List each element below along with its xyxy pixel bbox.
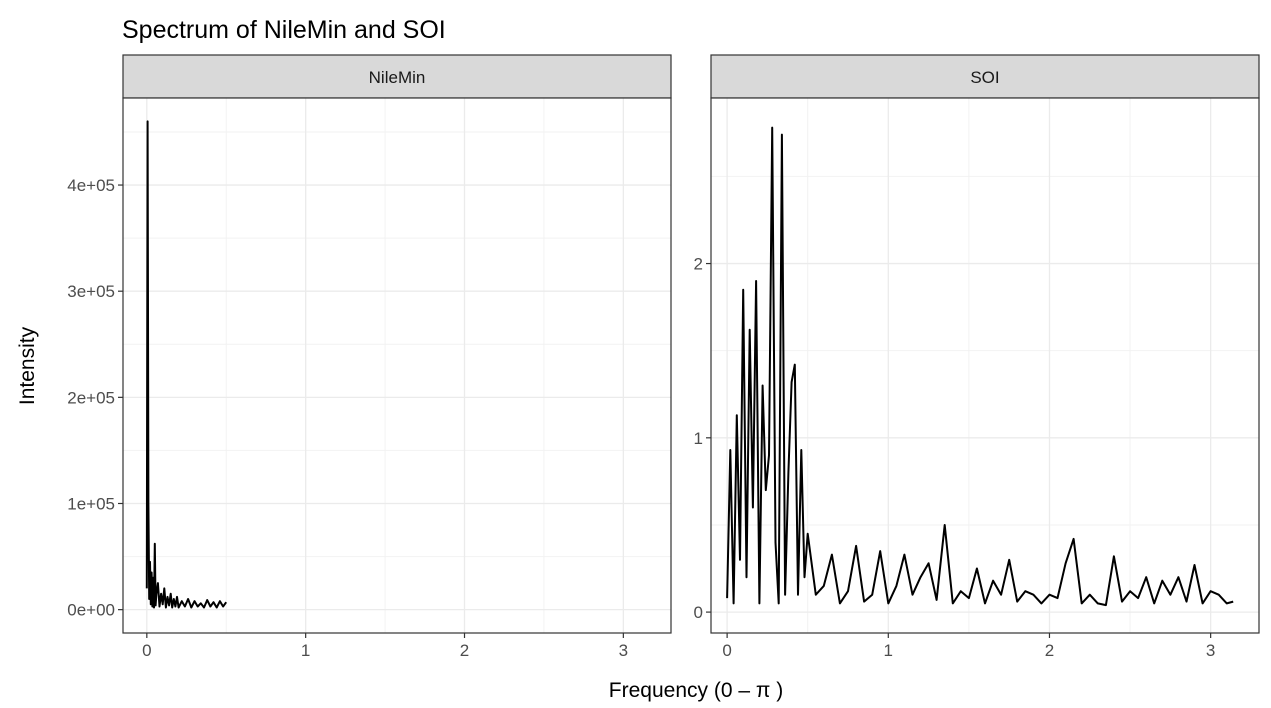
panel-border — [122, 97, 672, 634]
y-tick-label: 1e+05 — [67, 494, 115, 513]
x-tick-label: 0 — [722, 641, 731, 660]
x-tick-label: 1 — [884, 641, 893, 660]
panel-soi: SOI 0 1 2 3 0 1 2 — [694, 54, 1260, 660]
x-tick-label: 2 — [460, 641, 469, 660]
panel-border — [710, 97, 1260, 634]
spectrum-line-nilemin — [145, 120, 228, 609]
facet-strip-label: NileMin — [369, 68, 426, 87]
x-tick-label: 2 — [1045, 641, 1054, 660]
y-tick-label: 1 — [694, 429, 703, 448]
x-tick-label: 3 — [619, 641, 628, 660]
panel-nilemin: NileMin 0 1 2 3 0e+00 1e+05 2e+05 3e+05 4e+05 — [67, 54, 672, 660]
spectrum-line-soi — [726, 126, 1234, 607]
y-tick-label: 3e+05 — [67, 282, 115, 301]
y-tick-label: 4e+05 — [67, 176, 115, 195]
panel-background — [711, 98, 1259, 633]
facet-strip-label: SOI — [970, 68, 999, 87]
panels: NileMin 0 1 2 3 0e+00 1e+05 2e+05 3e+05 4e+05 SOI 0… — [67, 54, 1260, 660]
facet-strip — [122, 54, 672, 99]
y-tick-label: 0e+00 — [67, 601, 115, 620]
y-tick-label: 2e+05 — [67, 388, 115, 407]
facet-strip — [710, 54, 1260, 99]
x-tick-label: 1 — [301, 641, 310, 660]
x-tick-label: 0 — [142, 641, 151, 660]
y-axis-title: Intensity — [16, 326, 39, 405]
x-tick-label: 3 — [1206, 641, 1215, 660]
chart-title: Spectrum of NileMin and SOI — [122, 16, 446, 44]
y-tick-label: 2 — [694, 255, 703, 274]
y-tick-label: 0 — [694, 603, 703, 622]
panel-background — [123, 98, 671, 633]
x-axis-title: Frequency (0 – π ) — [609, 679, 783, 702]
